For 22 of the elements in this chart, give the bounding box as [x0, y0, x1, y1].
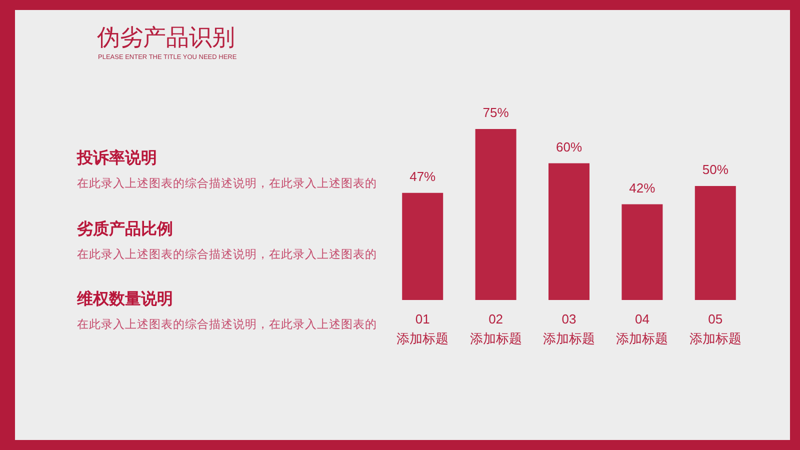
text: 在此录入上述图表的综合描述说明，在此录入上述图表的	[77, 248, 377, 262]
data-label: 42%	[629, 180, 656, 196]
x-tick-label: 01 添加标题	[396, 311, 449, 346]
x-tick-label: 03 添加标题	[543, 311, 595, 346]
bar	[402, 192, 444, 300]
text: 投诉率说明	[77, 149, 157, 169]
text: 伪劣产品识别	[97, 23, 235, 52]
x-tick-label: 02 添加标题	[470, 311, 522, 346]
bar	[622, 204, 663, 300]
data-label: 75%	[482, 105, 510, 120]
text: 在此录入上述图表的综合描述说明，在此录入上述图表的	[77, 318, 377, 333]
data-label: 50%	[702, 162, 729, 178]
text: 劣质产品比例	[77, 220, 173, 240]
text: 在此录入上述图表的综合描述说明，在此录入上述图表的	[77, 177, 377, 192]
x-tick-label: 04 添加标题	[616, 311, 668, 346]
data-label: 47%	[410, 168, 436, 184]
bar	[694, 186, 736, 300]
text: 维权数量说明	[77, 290, 173, 310]
bar	[475, 129, 516, 300]
data-label: 60%	[556, 139, 582, 154]
x-tick-label: 05 添加标题	[689, 311, 742, 346]
bar	[548, 163, 590, 300]
